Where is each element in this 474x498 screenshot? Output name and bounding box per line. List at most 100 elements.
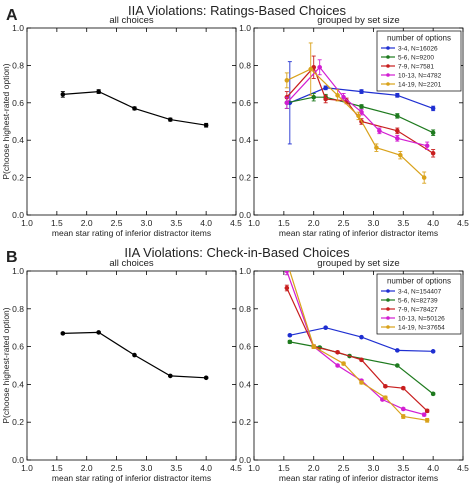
x-tick-label: 4.0 [427, 463, 439, 473]
legend-label: 5-6, N=9200 [398, 55, 434, 62]
x-tick-label: 4.5 [230, 218, 242, 228]
x-axis-label: mean star rating of inferior distractor … [279, 473, 438, 483]
data-point [308, 66, 314, 72]
legend-swatch-marker [386, 55, 390, 59]
data-point [398, 152, 403, 158]
data-point [356, 113, 361, 119]
plot-frame [26, 270, 237, 461]
y-tick-label: 1.0 [12, 266, 24, 276]
data-point [359, 357, 364, 363]
legend-swatch-marker [386, 298, 390, 302]
x-tick-label: 2.0 [81, 463, 93, 473]
chart-panel-a-all: 1.0 1.5 2.0 2.5 3.0 3.5 4.0 4.5 0.0 0.2 0.4 0.6 0.8 1… [1, 15, 242, 238]
legend-title: number of options [387, 277, 451, 286]
data-point [285, 260, 289, 264]
data-point [395, 363, 400, 368]
data-point [335, 349, 340, 355]
x-tick-label: 4.5 [457, 463, 469, 473]
data-point [383, 395, 388, 400]
y-tick-label: 0.6 [239, 98, 251, 108]
data-point [60, 92, 66, 97]
legend-label: 5-6, N=82739 [398, 298, 438, 305]
y-tick-label: 0.8 [239, 304, 251, 314]
x-tick-label: 1.0 [21, 218, 33, 228]
chart-panel-b-grouped: 1.0 1.5 2.0 2.5 3.0 3.5 4.0 4.5 0.0 0.2 0.4 0.6 0.8 1… [239, 258, 469, 483]
chart-title: all choices [109, 15, 154, 26]
y-tick-label: 0.4 [239, 379, 251, 389]
data-point [287, 339, 293, 345]
legend-label: 14-19, N=2201 [398, 82, 442, 89]
data-point [359, 380, 364, 385]
data-point [400, 414, 406, 419]
data-point [424, 408, 430, 414]
x-tick-label: 1.0 [248, 463, 260, 473]
x-tick-label: 1.5 [278, 463, 290, 473]
legend-swatch-marker [386, 289, 390, 293]
legend-swatch-marker [386, 82, 390, 86]
x-tick-label: 2.5 [338, 218, 350, 228]
x-axis-label: mean star rating of inferior distractor … [52, 473, 211, 483]
legend-label: 7-9, N=7581 [398, 64, 434, 71]
figure-title-b: IIA Violations: Check-in-Based Choices [124, 245, 350, 260]
legend-swatch-marker [386, 325, 390, 329]
y-tick-label: 0.8 [12, 60, 24, 70]
data-point [395, 93, 400, 98]
data-point [323, 325, 328, 331]
y-tick-label: 0.2 [12, 417, 24, 427]
x-tick-label: 3.0 [368, 218, 380, 228]
x-tick-label: 1.0 [248, 218, 260, 228]
x-tick-label: 1.5 [278, 218, 290, 228]
data-point [424, 418, 430, 423]
data-point [96, 330, 101, 335]
plot-frame [253, 270, 464, 461]
x-tick-label: 2.0 [308, 218, 320, 228]
x-tick-label: 1.5 [51, 218, 63, 228]
legend-swatch-marker [386, 46, 390, 50]
y-tick-label: 0.4 [12, 379, 24, 389]
data-point [284, 100, 290, 106]
data-point [383, 383, 388, 389]
y-tick-label: 0.0 [239, 455, 251, 465]
data-point [359, 89, 364, 94]
y-tick-label: 0.8 [12, 304, 24, 314]
y-tick-label: 0.8 [239, 60, 251, 70]
data-point [395, 128, 400, 134]
x-tick-label: 3.5 [397, 218, 409, 228]
data-layer [60, 89, 209, 128]
panel-letter-a: A [6, 7, 18, 24]
x-tick-label: 2.5 [111, 463, 123, 473]
y-tick-label: 1.0 [239, 23, 251, 33]
data-point [323, 96, 328, 102]
x-tick-label: 3.5 [397, 463, 409, 473]
x-axis-label: mean star rating of inferior distractor … [52, 228, 211, 238]
data-point [168, 373, 173, 379]
legend-title: number of options [387, 34, 451, 43]
data-point [395, 348, 400, 353]
y-tick-label: 1.0 [12, 23, 24, 33]
y-tick-label: 0.2 [12, 173, 24, 183]
data-point [430, 150, 436, 156]
data-point [284, 78, 290, 83]
legend-label: 10-13, N=4782 [398, 73, 442, 80]
data-point [341, 361, 346, 366]
data-point [359, 334, 364, 340]
x-tick-label: 4.0 [200, 218, 212, 228]
y-tick-label: 0.4 [12, 135, 24, 145]
data-point [359, 104, 364, 109]
x-tick-label: 1.5 [51, 463, 63, 473]
chart-panel-a-grouped: 1.0 1.5 2.0 2.5 3.0 3.5 4.0 4.5 0.0 0.2 0.4 0.6 0.8 1… [239, 15, 469, 238]
figure-title-a: IIA Violations: Ratings-Based Choices [128, 3, 346, 18]
y-axis-label: P(choose highest-rated option) [1, 63, 11, 179]
y-tick-label: 0.6 [12, 98, 24, 108]
data-point [96, 89, 101, 94]
chart-panel-b-all: 1.0 1.5 2.0 2.5 3.0 3.5 4.0 4.5 0.0 0.2 0.4 0.6 0.8 1… [1, 258, 242, 483]
y-tick-label: 0.6 [239, 342, 251, 352]
plot-frame [26, 27, 237, 216]
legend-label: 3-4, N=154407 [398, 289, 442, 296]
data-point [424, 143, 430, 149]
chart-title: all choices [109, 258, 154, 269]
legend-swatch-marker [386, 64, 390, 68]
data-point [377, 128, 382, 134]
data-point [284, 285, 290, 291]
